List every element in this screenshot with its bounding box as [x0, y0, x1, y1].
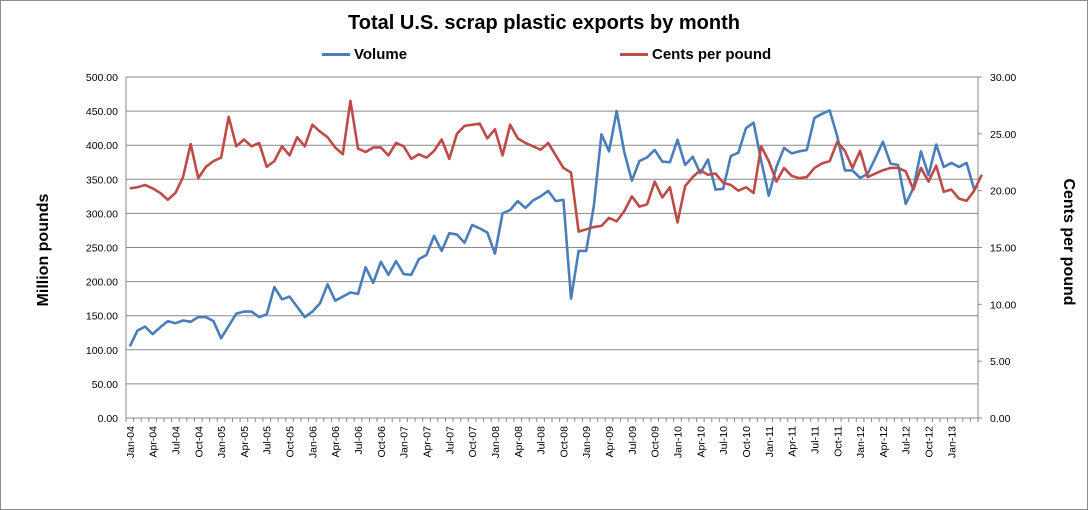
y-right-tick-label: 20.00 [990, 186, 1016, 198]
y-right-tick-label: 15.00 [990, 243, 1016, 255]
y-left-tick-label: 200.00 [86, 277, 118, 289]
x-tick-label: Jan-09 [581, 426, 593, 458]
y-left-tick-label: 150.00 [86, 311, 118, 323]
x-tick-label: Jan-07 [399, 426, 411, 458]
y-left-tick-label: 300.00 [86, 208, 118, 220]
x-tick-label: Jul-07 [444, 426, 456, 455]
x-tick-label: Oct-04 [193, 426, 205, 458]
gridlines [126, 76, 978, 419]
y-left-tick-label: 450.00 [86, 106, 118, 118]
x-tick-label: Jul-12 [901, 426, 913, 455]
x-tick-label: Oct-08 [558, 426, 570, 458]
x-tick-label: Jan-04 [125, 426, 137, 458]
x-tick-label: Apr-06 [330, 426, 342, 458]
x-tick-label: Jan-13 [946, 426, 958, 458]
x-tick-label: Apr-12 [878, 426, 890, 458]
y-right-tick-label: 25.00 [990, 129, 1016, 141]
x-tick-label: Jul-06 [353, 426, 365, 455]
x-tick-label: Apr-10 [695, 426, 707, 458]
x-tick-label: Oct-12 [924, 426, 936, 458]
x-tick-label: Jul-11 [809, 426, 821, 454]
x-tick-label: Jan-12 [855, 426, 867, 458]
y-left-tick-label: 100.00 [86, 345, 118, 357]
x-tick-label: Apr-05 [239, 426, 251, 458]
legend-swatch-cents [620, 52, 648, 56]
chart-title: Total U.S. scrap plastic exports by mont… [348, 12, 740, 34]
y-left-tick-label: 400.00 [86, 140, 118, 152]
legend-label-cents: Cents per pound [652, 45, 772, 63]
x-tick-label: Oct-11 [832, 426, 844, 457]
x-tick-label: Oct-09 [650, 426, 662, 458]
x-tick-label: Oct-06 [376, 426, 388, 458]
y-right-tick-label: 5.00 [990, 356, 1011, 368]
y-left-tick-label: 250.00 [86, 243, 118, 255]
legend-item-cents: Cents per pound [620, 44, 771, 64]
x-tick-label: Apr-11 [787, 426, 799, 457]
x-tick-label: Apr-04 [148, 426, 160, 458]
x-tick-label: Jul-10 [718, 426, 730, 455]
x-tick-label: Jan-08 [490, 426, 502, 458]
x-tick-label: Oct-07 [467, 426, 479, 458]
x-tick-label: Apr-08 [513, 426, 525, 458]
x-tick-label: Oct-10 [741, 426, 753, 458]
x-tick-label: Jul-05 [262, 426, 274, 455]
series-line-volume [128, 109, 976, 347]
y-left-tick-label: 350.00 [86, 174, 118, 186]
legend-label-volume: Volume [354, 45, 408, 63]
x-tick-label: Oct-05 [285, 426, 297, 458]
legend-item-volume: Volume [322, 44, 407, 64]
x-tick-label: Jan-06 [307, 426, 319, 458]
y-left-tick-label: 500.00 [86, 72, 118, 84]
axes: 0.00 50.00 100.00 150.00 200.00 250.00 300.00 3… [86, 72, 1017, 458]
x-tick-label: Apr-07 [421, 426, 433, 458]
y-right-tick-label: 0.00 [990, 413, 1011, 425]
y-right-tick-label: 10.00 [990, 299, 1016, 311]
y-right-tick-label: 30.00 [990, 72, 1016, 84]
y-left-tick-label: 0.00 [98, 413, 119, 425]
x-tick-label: Apr-09 [604, 426, 616, 458]
x-tick-label: Jan-10 [673, 426, 685, 458]
x-tick-label: Jan-05 [216, 426, 228, 458]
legend-swatch-volume [322, 52, 350, 56]
series-lines [128, 99, 983, 347]
series-line-cents-per-pound [129, 99, 983, 233]
y-left-tick-label: 50.00 [92, 379, 118, 391]
x-tick-label: Jul-09 [627, 426, 639, 455]
x-tick-label: Jul-08 [536, 426, 548, 455]
x-tick-label: Jul-04 [170, 426, 182, 455]
x-tick-label: Jan-11 [764, 426, 776, 457]
